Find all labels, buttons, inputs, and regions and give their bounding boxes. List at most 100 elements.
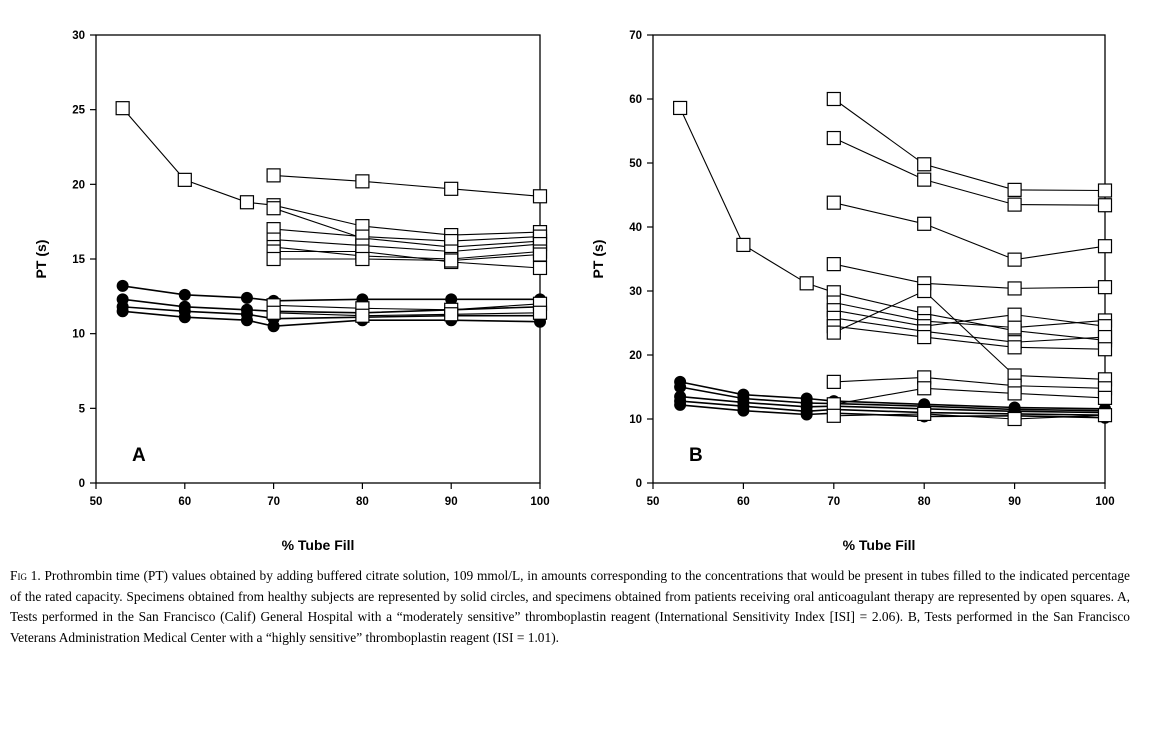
series-line	[833, 317, 1106, 343]
x-tick-label: 60	[737, 496, 750, 508]
series-line	[273, 239, 541, 253]
x-tick-label: 90	[1008, 496, 1021, 508]
data-point-square	[917, 283, 932, 299]
data-point-square	[1097, 390, 1113, 405]
x-tick-label: 60	[178, 496, 191, 508]
data-point-square	[1097, 183, 1113, 198]
data-point-square	[444, 307, 459, 322]
data-point-square	[917, 172, 932, 187]
data-point-square	[355, 251, 370, 267]
data-point-square	[532, 260, 548, 276]
data-point-square	[532, 247, 548, 262]
data-point-square	[1007, 182, 1022, 197]
y-tick-label: 10	[72, 329, 85, 341]
caption-text: Prothrombin time (PT) values obtained by…	[10, 568, 1130, 645]
data-point-circle	[116, 279, 129, 292]
data-point-square	[177, 172, 192, 187]
panel-label: A	[132, 445, 146, 466]
panel-a: 50 60 70 80 90 100 0 5 10 15 20 25 30 % Tube Fill PT (…	[33, 30, 550, 553]
y-tick-label: 20	[629, 350, 642, 362]
data-point-square	[355, 174, 370, 189]
data-point-square	[1007, 307, 1022, 322]
data-point-square	[1007, 386, 1022, 401]
data-point-square	[1007, 197, 1022, 212]
data-point-square	[1007, 320, 1022, 335]
panel-b: 50 60 70 80 90 100 0 10 20 30 40 50 60 70 % Tube Fill P…	[590, 30, 1115, 553]
series-markers	[673, 91, 1113, 427]
y-axis-label: PT (s)	[590, 240, 606, 279]
data-point-square	[1097, 198, 1113, 213]
y-tick-label: 0	[636, 478, 642, 490]
caption-label: Fig 1.	[10, 568, 41, 583]
data-point-square	[266, 251, 281, 267]
data-point-square	[1097, 342, 1113, 357]
series-lines	[679, 98, 1106, 420]
y-tick-label: 10	[629, 414, 642, 426]
data-point-square	[444, 181, 459, 196]
data-point-square	[799, 276, 814, 291]
y-tick-label: 5	[79, 403, 86, 415]
series-line	[273, 207, 541, 248]
y-tick-label: 30	[72, 30, 85, 42]
data-point-square	[673, 100, 688, 116]
data-point-square	[826, 195, 841, 210]
series-line	[273, 228, 541, 242]
series-line	[273, 303, 541, 311]
series-line	[273, 253, 541, 262]
x-tick-label: 80	[356, 496, 369, 508]
series-line	[273, 174, 541, 197]
figure-caption: Fig 1. Prothrombin time (PT) values obta…	[10, 566, 1130, 648]
data-point-square	[1007, 252, 1022, 267]
y-tick-label: 0	[79, 478, 85, 490]
x-tick-label: 70	[267, 496, 280, 508]
data-point-square	[1097, 329, 1113, 345]
y-axis-label: PT (s)	[33, 240, 49, 279]
data-point-circle	[240, 291, 253, 304]
series-line	[833, 325, 1106, 350]
data-point-square	[917, 157, 932, 172]
data-point-square	[239, 195, 255, 210]
data-point-square	[1097, 408, 1113, 423]
series-line	[833, 137, 1106, 206]
data-point-circle	[737, 404, 750, 417]
panel-label: B	[689, 445, 703, 466]
data-point-square	[1007, 411, 1022, 427]
y-tick-label: 25	[72, 105, 85, 117]
y-tick-label: 20	[72, 179, 85, 191]
data-point-square	[444, 253, 459, 268]
data-point-square	[736, 237, 751, 253]
series-line	[833, 376, 1106, 389]
data-point-square	[826, 130, 841, 146]
data-point-square	[826, 91, 841, 107]
data-point-square	[1007, 340, 1022, 355]
x-tick-label: 50	[647, 496, 660, 508]
series-line	[833, 98, 1106, 192]
data-point-square	[532, 189, 548, 204]
data-point-square	[917, 381, 932, 396]
y-tick-label: 60	[629, 94, 642, 106]
data-point-square	[266, 168, 281, 183]
data-point-square	[1097, 239, 1113, 254]
data-point-circle	[267, 320, 280, 333]
x-tick-label: 80	[918, 496, 931, 508]
data-point-square	[532, 305, 548, 320]
data-point-square	[266, 305, 281, 320]
y-tick-label: 30	[629, 286, 642, 298]
series-line	[273, 250, 541, 269]
y-tick-label: 50	[629, 158, 642, 170]
data-point-square	[266, 201, 281, 216]
x-axis-label: % Tube Fill	[282, 537, 355, 553]
data-point-square	[917, 406, 932, 421]
series-line	[833, 263, 1106, 289]
x-axis-label: % Tube Fill	[843, 537, 916, 553]
data-point-circle	[178, 311, 191, 324]
x-tick-label: 70	[827, 496, 840, 508]
data-point-square	[917, 329, 932, 345]
series-line	[122, 107, 541, 236]
data-point-square	[826, 408, 841, 423]
series-line	[833, 290, 1106, 380]
data-point-square	[1097, 280, 1113, 295]
plot-frame	[652, 34, 1106, 484]
data-point-square	[826, 374, 841, 389]
